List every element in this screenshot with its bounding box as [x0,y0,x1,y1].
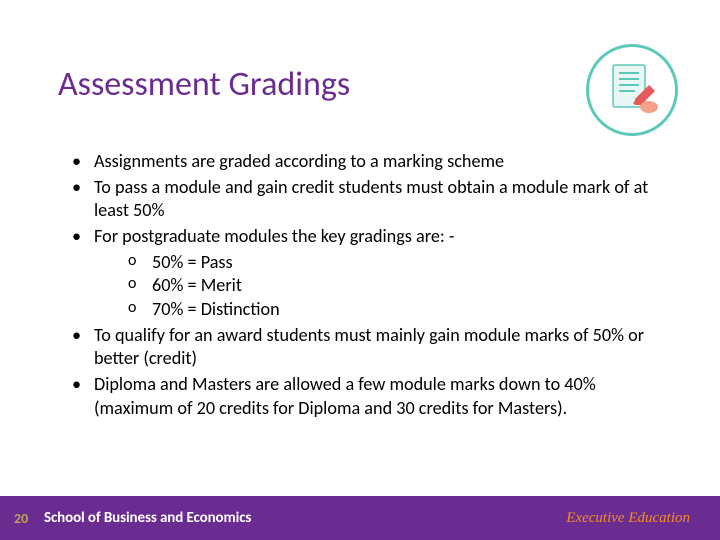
sub-bullet-list: 50% = Pass 60% = Merit 70% = Distinction [94,251,678,322]
icon-circle [586,44,678,136]
sub-bullet-item: 50% = Pass [94,251,678,275]
sub-bullet-item: 70% = Distinction [94,298,678,322]
bullet-item: Assignments are graded according to a ma… [66,150,678,174]
footer-bar: 20 School of Business and Economics Exec… [0,496,720,540]
exec-education-label: Executive Education [566,510,690,527]
slide-title: Assessment Gradings [58,64,350,105]
content-area: Assignments are graded according to a ma… [66,150,678,422]
page-number: 20 [14,510,28,527]
school-label: School of Business and Economics [44,509,251,527]
bullet-item: For postgraduate modules the key grading… [66,225,678,322]
slide: Assessment Gradings Assignments are grad… [0,0,720,540]
bullet-list: Assignments are graded according to a ma… [66,150,678,420]
bullet-item: To qualify for an award students must ma… [66,324,678,371]
bullet-item: Diploma and Masters are allowed a few mo… [66,373,678,420]
sub-bullet-item: 60% = Merit [94,274,678,298]
writing-svg [601,59,663,121]
bullet-item: To pass a module and gain credit student… [66,176,678,223]
writing-icon [586,44,678,136]
